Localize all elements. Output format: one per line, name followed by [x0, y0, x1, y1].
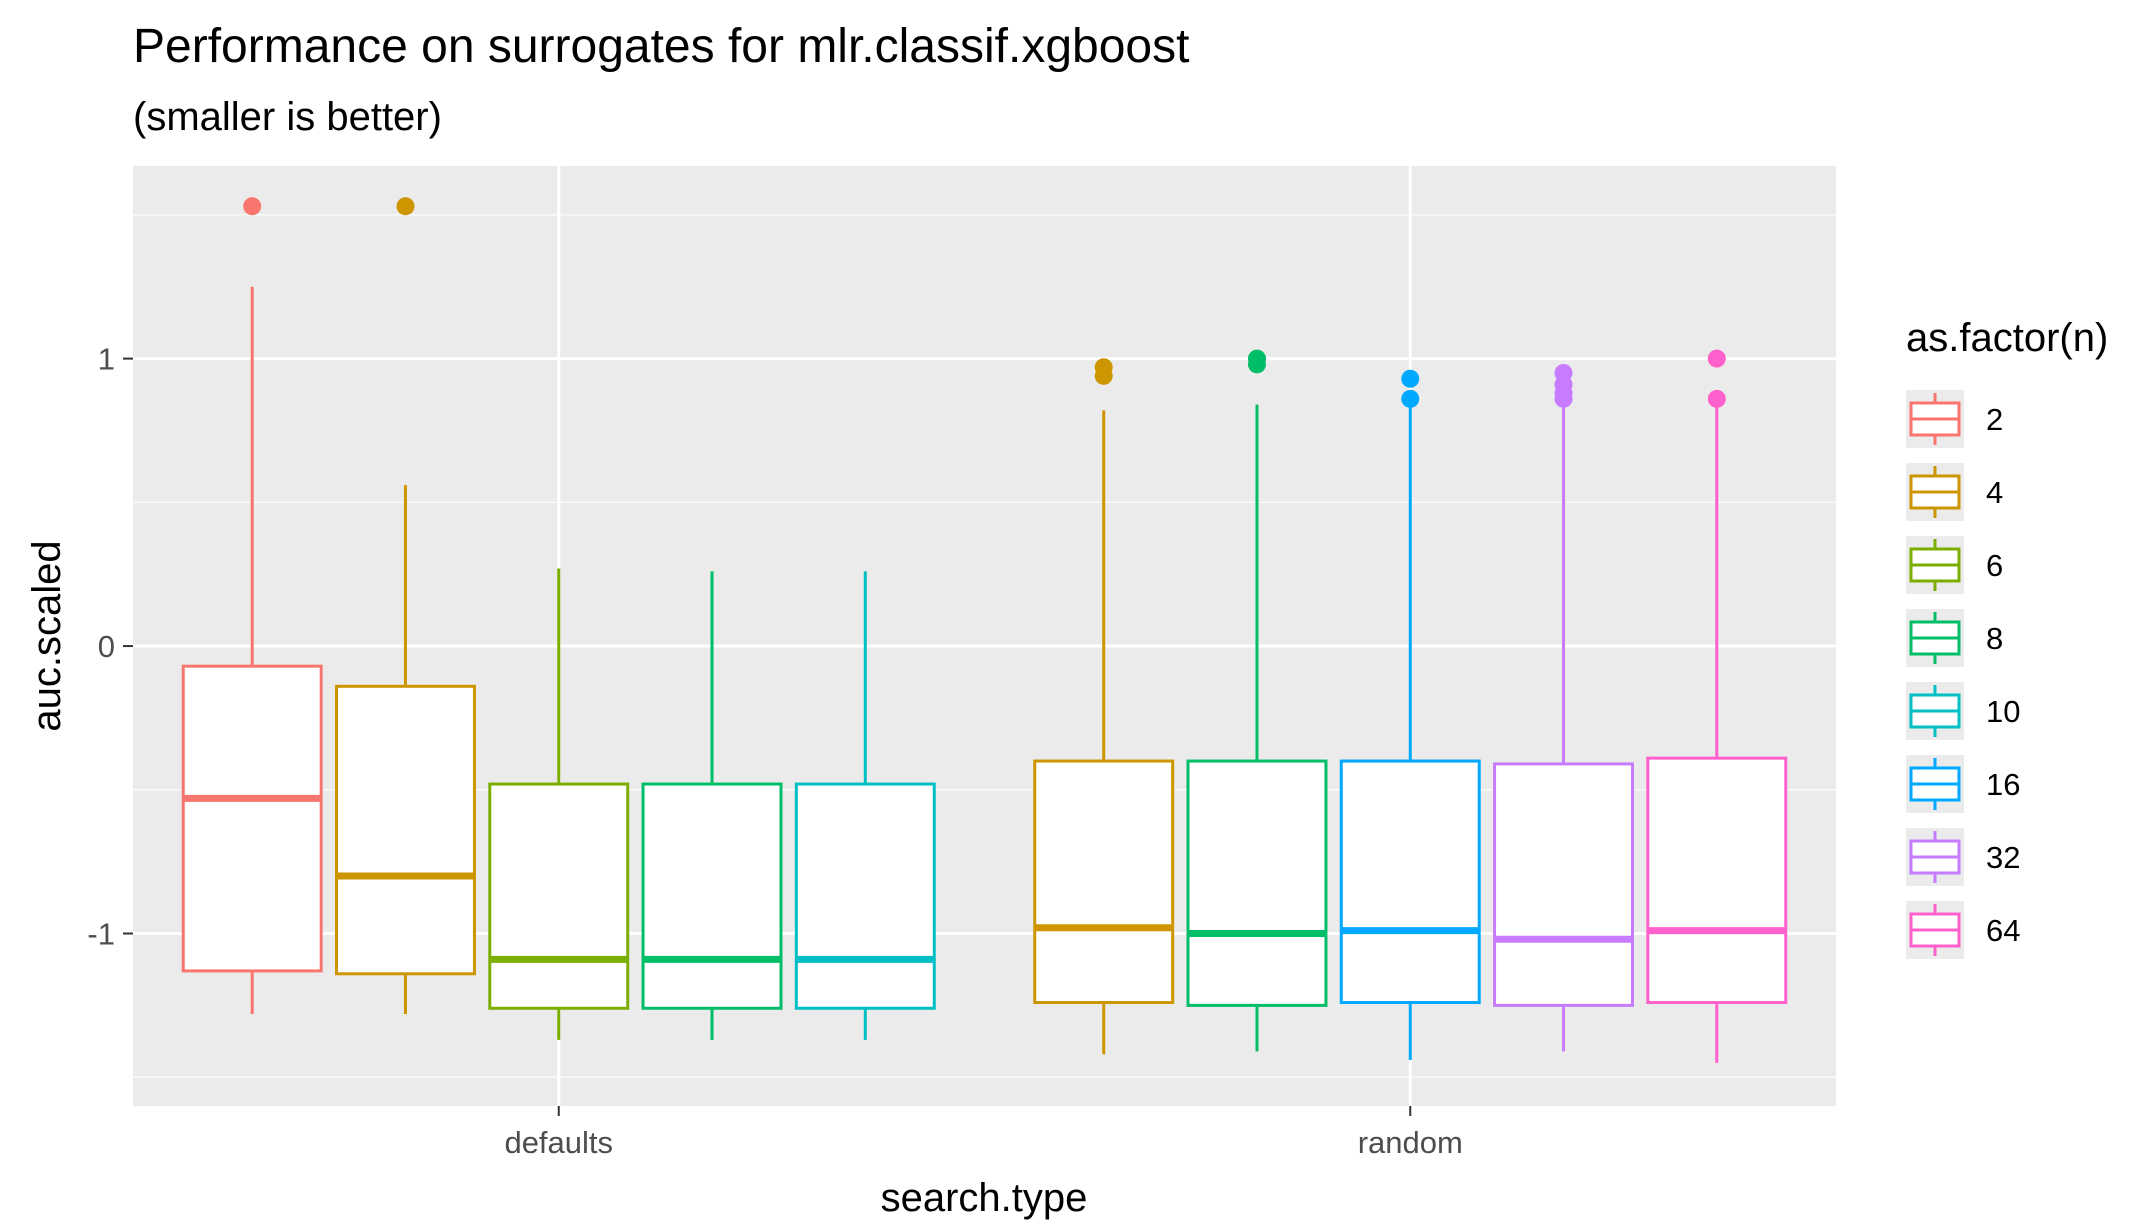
box-iqr — [1339, 759, 1481, 1005]
boxplot-defaults-n2 — [181, 197, 323, 1015]
y-tick-label: 0 — [98, 629, 115, 664]
legend-title: as.factor(n) — [1906, 316, 2108, 360]
box-iqr — [1493, 762, 1634, 1007]
axes: -1 0 1 defaults random — [87, 342, 1462, 1160]
boxplot-defaults-n10 — [794, 571, 936, 1040]
legend-label: 2 — [1986, 402, 2003, 437]
legend-label: 64 — [1986, 913, 2020, 948]
legend-items: 2 4 6 8 10 16 32 64 — [1906, 390, 2020, 959]
legend-item-10: 10 — [1906, 682, 2020, 740]
outlier-point — [1401, 389, 1420, 408]
boxplot-random-n4 — [1033, 358, 1175, 1055]
outlier-point — [243, 197, 262, 216]
boxplot-defaults-n6 — [488, 568, 630, 1040]
legend-item-64: 64 — [1906, 901, 2020, 959]
box-iqr — [641, 782, 783, 1010]
outlier-point — [396, 197, 415, 216]
boxplot-random-n64 — [1646, 349, 1788, 1063]
outlier-point — [1707, 349, 1726, 368]
y-tick-label: 1 — [98, 342, 115, 377]
x-tick-label: defaults — [504, 1125, 613, 1160]
outlier-point — [1247, 349, 1266, 368]
legend-item-8: 8 — [1906, 609, 2003, 667]
box-iqr — [488, 782, 630, 1010]
box-iqr — [794, 782, 936, 1010]
x-axis-title: search.type — [881, 1176, 1088, 1220]
chart-title: Performance on surrogates for mlr.classi… — [133, 20, 1189, 73]
legend-item-6: 6 — [1906, 536, 2003, 594]
boxplots — [181, 197, 1788, 1063]
legend-item-32: 32 — [1906, 828, 2020, 886]
outlier-point — [1094, 358, 1113, 377]
y-tick-label: -1 — [87, 917, 115, 952]
legend-item-4: 4 — [1906, 463, 2003, 521]
boxplot-random-n16 — [1339, 369, 1481, 1061]
boxplot-random-n32 — [1493, 363, 1634, 1052]
grid-lines — [133, 166, 1836, 1106]
boxplot-defaults-n8 — [641, 571, 783, 1040]
boxplot-defaults-n4 — [335, 197, 476, 1015]
legend-label: 16 — [1986, 767, 2020, 802]
box-iqr — [335, 684, 476, 976]
legend: as.factor(n) 2 4 6 8 10 16 32 64 — [1906, 316, 2108, 959]
outlier-point — [1401, 369, 1420, 388]
box-iqr — [1033, 759, 1175, 1005]
y-axis-title: auc.scaled — [25, 540, 69, 731]
outlier-point — [1707, 389, 1726, 408]
legend-item-2: 2 — [1906, 390, 2003, 448]
box-iqr — [181, 664, 323, 973]
legend-item-16: 16 — [1906, 755, 2020, 813]
box-iqr — [1186, 759, 1328, 1007]
legend-label: 8 — [1986, 621, 2003, 656]
chart-subtitle: (smaller is better) — [133, 95, 442, 139]
boxplot-random-n8 — [1186, 349, 1328, 1052]
x-tick-label: random — [1358, 1125, 1463, 1160]
outlier-point — [1554, 363, 1573, 382]
box-iqr — [1646, 756, 1788, 1005]
legend-label: 6 — [1986, 548, 2003, 583]
legend-label: 4 — [1986, 475, 2003, 510]
legend-label: 10 — [1986, 694, 2020, 729]
legend-label: 32 — [1986, 840, 2020, 875]
